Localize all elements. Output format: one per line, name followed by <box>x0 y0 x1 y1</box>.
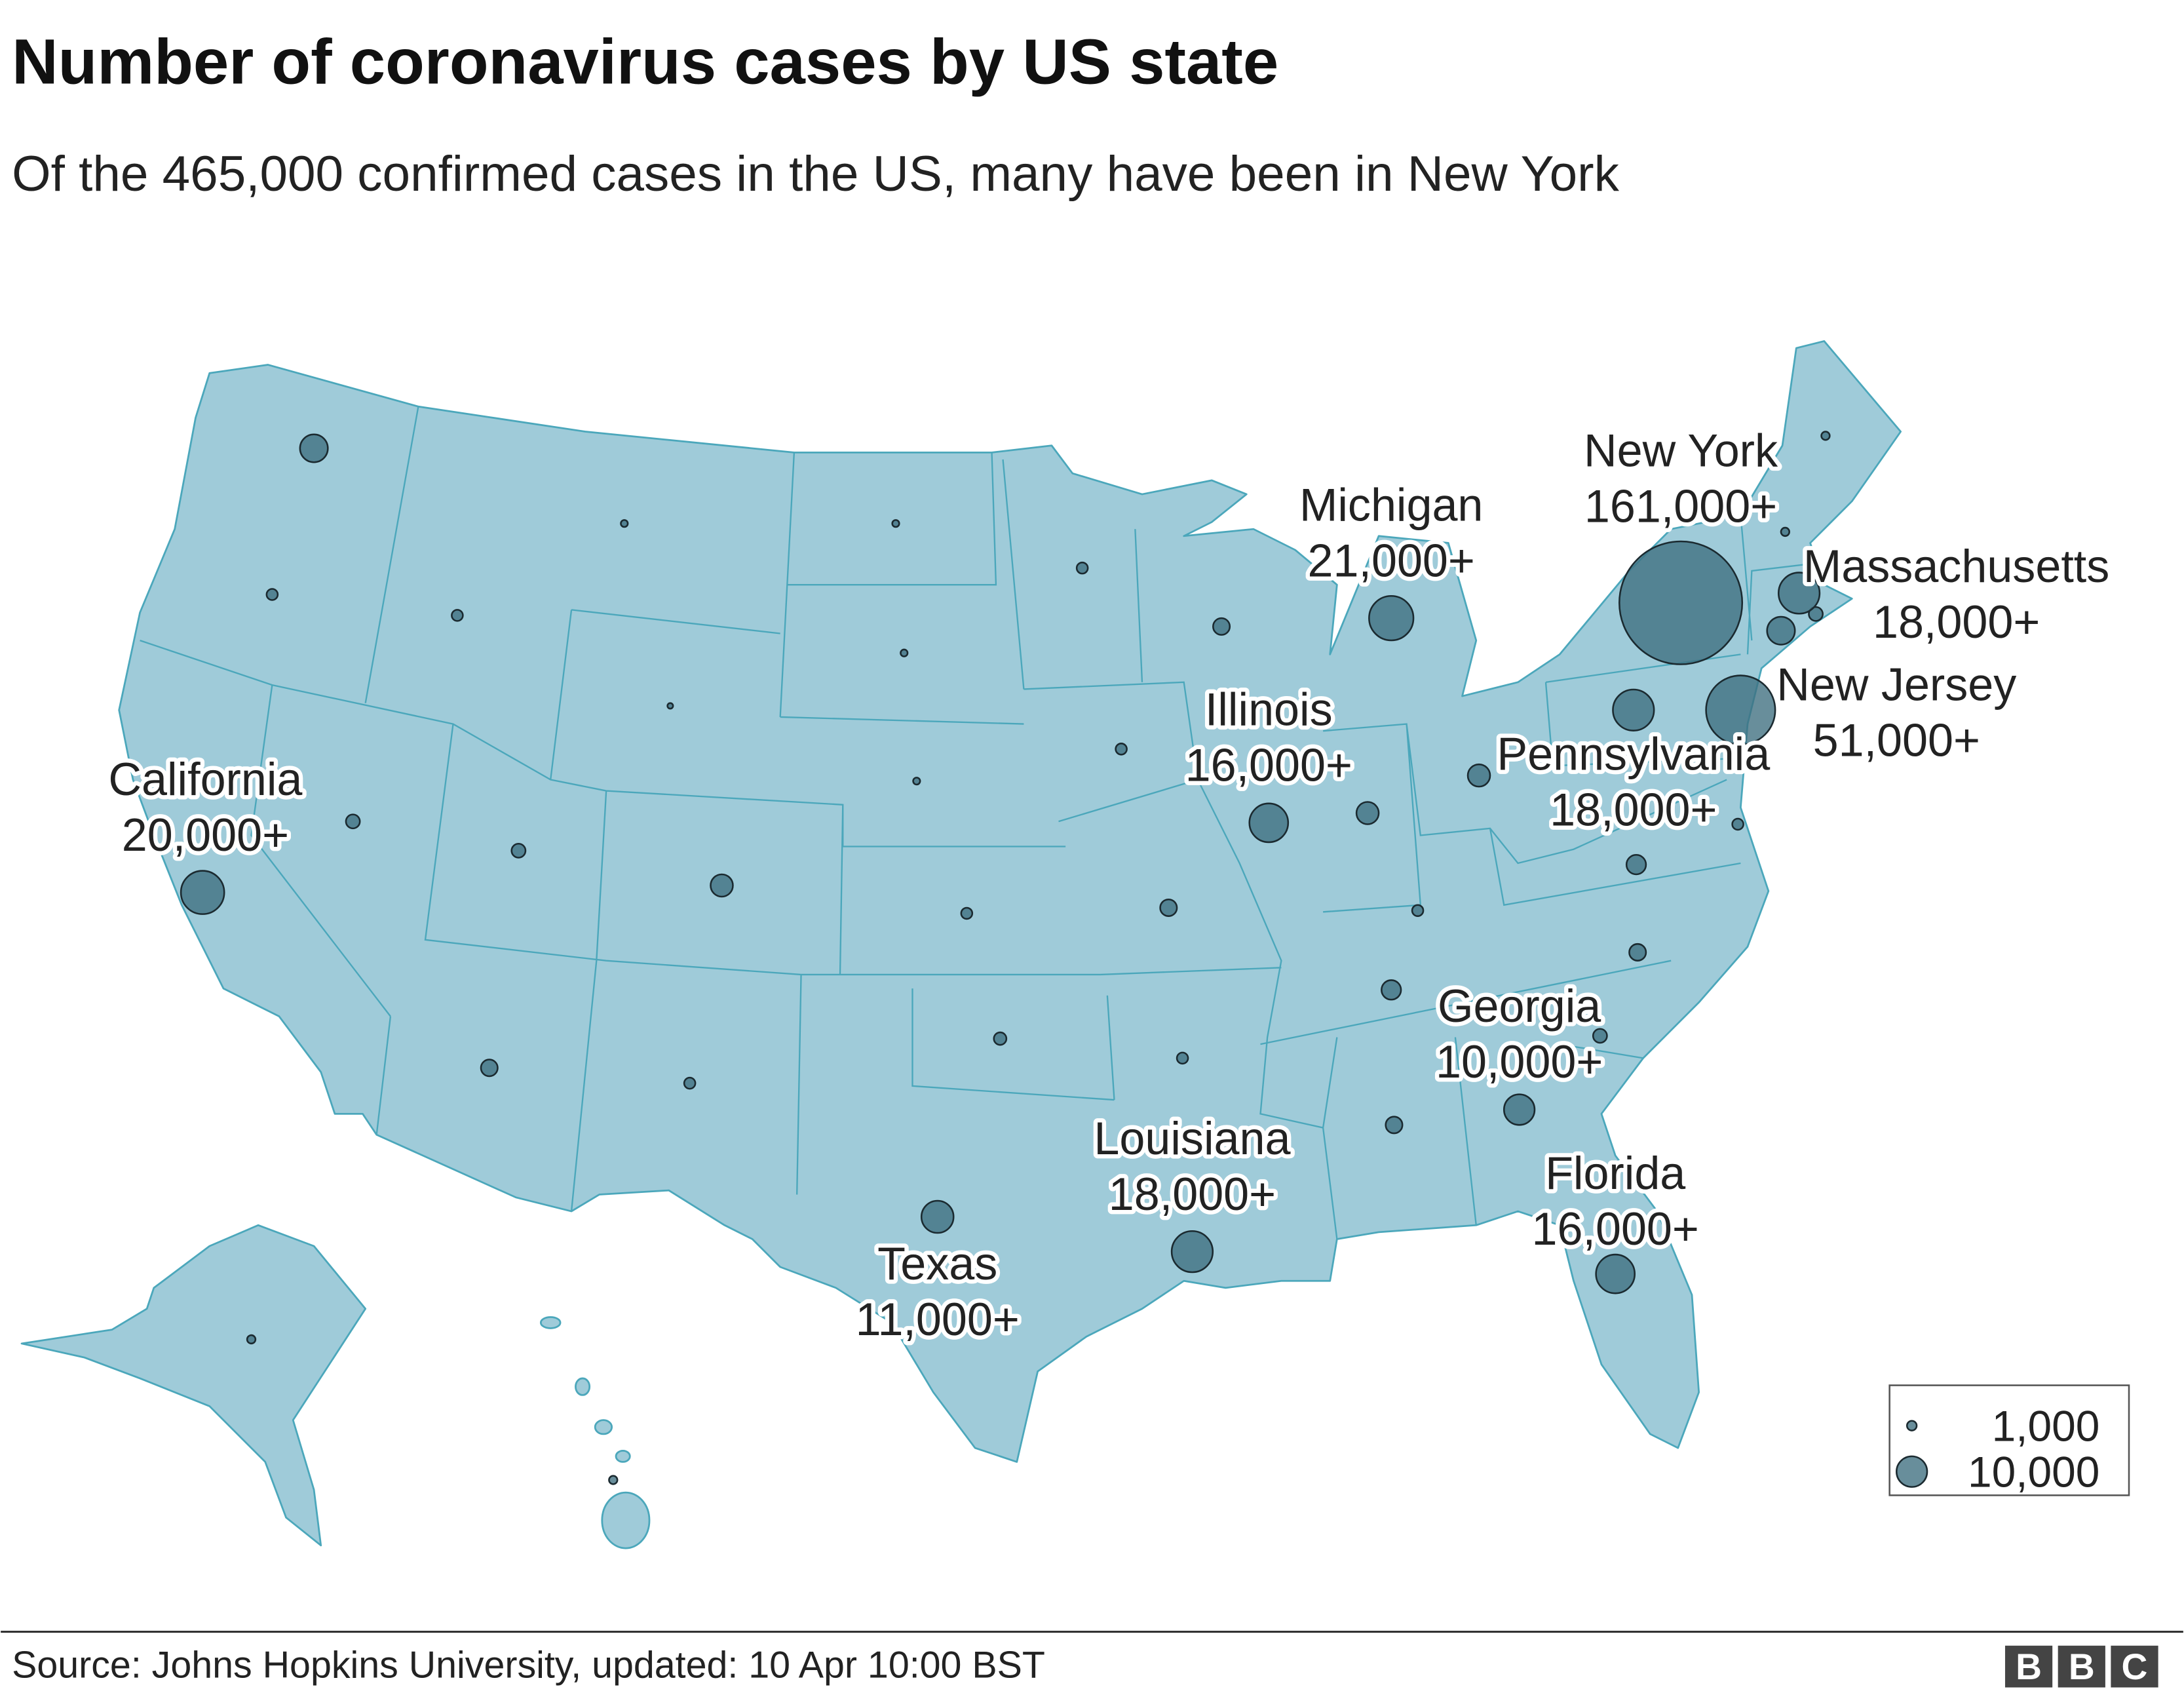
state-value: 16,000+ <box>1532 1203 1699 1255</box>
state-value: 10,000+ <box>1436 1036 1603 1087</box>
us-map <box>20 340 1902 1549</box>
subtitle: Of the 465,000 confirmed cases in the US… <box>12 146 1619 202</box>
state-value: 21,000+ <box>1308 535 1475 586</box>
state-bubble <box>180 870 225 915</box>
state-name: New York <box>1584 425 1778 477</box>
state-bubble <box>1705 674 1776 746</box>
unlabelled-state-bubbles <box>246 431 1831 1485</box>
state-value: 18,000+ <box>1873 596 2040 648</box>
legend-box <box>1888 1384 2130 1496</box>
state-bubble <box>1612 688 1655 731</box>
state-name: New Jersey <box>1776 659 2016 710</box>
legend-label: 10,000 <box>1968 1448 2099 1496</box>
legend-label: 1,000 <box>1992 1402 2100 1450</box>
logo-letter: B <box>2016 1646 2042 1687</box>
labelled-state-bubbles <box>180 540 1821 1294</box>
state-bubble <box>920 1199 955 1234</box>
state-name: Massachusetts <box>1803 541 2109 592</box>
state-name: Georgia <box>1438 981 1601 1032</box>
alaska <box>20 1224 367 1547</box>
legend-bubble <box>1896 1455 1928 1488</box>
state-value: 11,000+ <box>856 1294 1020 1345</box>
hawaii <box>539 1316 651 1549</box>
state-name: Florida <box>1545 1148 1685 1199</box>
logo-letter: B <box>2069 1646 2095 1687</box>
state-bubble <box>1248 802 1290 844</box>
state-value: 18,000+ <box>1109 1169 1276 1220</box>
legend-bubble <box>1906 1420 1918 1431</box>
state-bubble <box>1503 1093 1536 1126</box>
state-value: 161,000+ <box>1584 481 1777 532</box>
source: Source: Johns Hopkins University, update… <box>12 1644 1045 1686</box>
state-value: 18,000+ <box>1550 785 1717 836</box>
state-value: 16,000+ <box>1185 740 1352 791</box>
state-borders <box>140 406 1810 1239</box>
state-name: California <box>108 754 302 805</box>
state-value: 51,000+ <box>1813 714 1980 766</box>
state-name: Illinois <box>1205 684 1333 735</box>
title: Number of coronavirus cases by US state <box>12 26 1278 97</box>
state-bubble <box>1595 1253 1636 1294</box>
state-bubble <box>1618 540 1744 665</box>
state-name: Pennsylvania <box>1497 729 1770 780</box>
state-name: Michigan <box>1299 479 1483 530</box>
state-bubble <box>1170 1230 1214 1274</box>
contiguous-us <box>118 340 1902 1463</box>
state-value: 20,000+ <box>122 809 289 861</box>
state-bubble <box>1777 572 1821 615</box>
state-name: Louisiana <box>1094 1113 1290 1164</box>
bbc-logo: B B C <box>2004 1645 2158 1688</box>
state-bubble <box>1368 594 1415 642</box>
state-name: Texas <box>877 1238 997 1289</box>
logo-letter: C <box>2122 1646 2148 1687</box>
